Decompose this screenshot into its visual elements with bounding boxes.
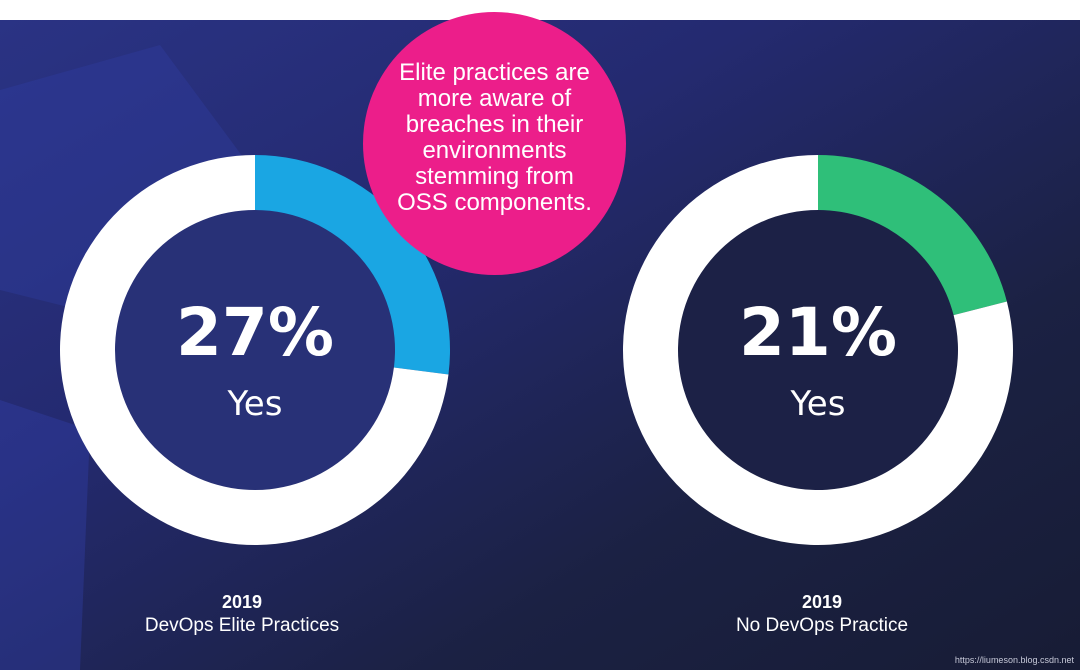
donut-segment-yes <box>818 155 1007 316</box>
donut-center-fill <box>678 210 958 490</box>
caption-elite: 2019 DevOps Elite Practices <box>82 590 402 638</box>
caption-year: 2019 <box>221 592 263 612</box>
background-shape <box>0 400 90 670</box>
donut-chart-elite: 27% Yes <box>55 150 455 550</box>
donut-chart-no-devops: 21% Yes <box>618 150 1018 550</box>
callout-text: Elite practices are more aware of breach… <box>397 58 592 216</box>
answer-label: Yes <box>790 384 846 424</box>
caption-year: 2019 <box>801 592 843 612</box>
donut-center-fill <box>115 210 395 490</box>
callout-bubble: Elite practices are more aware of breach… <box>363 12 626 275</box>
top-white-strip <box>0 0 1080 20</box>
caption-name: No DevOps Practice <box>735 615 909 636</box>
donut-segment-yes <box>255 155 451 375</box>
percentage-label: 27% <box>176 294 334 371</box>
caption-name: DevOps Elite Practices <box>144 615 340 636</box>
watermark: https://liumeson.blog.csdn.net <box>954 655 1074 665</box>
percentage-label: 21% <box>739 294 897 371</box>
answer-label: Yes <box>227 384 283 424</box>
donut-chart-no-devops-svg <box>623 155 1013 545</box>
caption-no-devops: 2019 No DevOps Practice <box>662 590 982 638</box>
background-shape <box>0 45 260 320</box>
donut-chart-elite-svg <box>60 155 451 545</box>
